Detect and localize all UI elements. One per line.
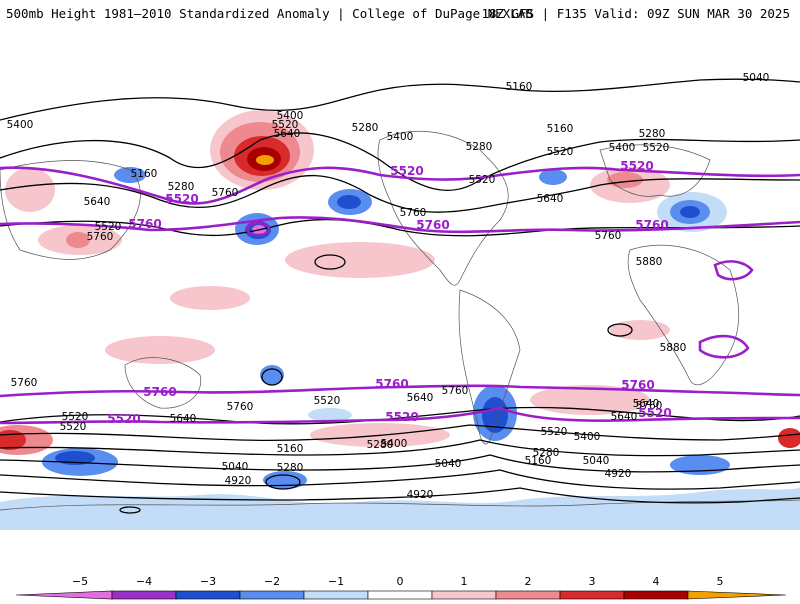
highlight-contour-label: 5520 bbox=[165, 192, 198, 206]
height-contour-label: 5520 bbox=[62, 411, 89, 423]
colorbar-tick-label: −3 bbox=[200, 575, 216, 588]
colorbar-tick-label: −4 bbox=[136, 575, 152, 588]
highlight-contour-label: 5760 bbox=[635, 218, 668, 232]
colorbar-segment bbox=[111, 590, 177, 600]
anomaly-colorbar: −5 −4 −3 −2 −1 0 1 2 3 4 5 bbox=[0, 570, 800, 600]
colorbar-tick-label: 2 bbox=[525, 575, 532, 588]
colorbar-canvas: −5 −4 −3 −2 −1 0 1 2 3 4 5 bbox=[15, 575, 787, 600]
highlight-contour-label: 5760 bbox=[143, 385, 176, 399]
height-contour-label: 5040 bbox=[743, 72, 770, 84]
height-contour-label: 5760 bbox=[595, 230, 622, 242]
colorbar-segment bbox=[431, 590, 497, 600]
height-contour-label: 5400 bbox=[609, 142, 636, 154]
highlight-contour-label: 5520 bbox=[620, 159, 653, 173]
height-contour-label: 5040 bbox=[435, 458, 462, 470]
colorbar-segment bbox=[367, 590, 433, 600]
highlight-contour-label: 5520 bbox=[107, 412, 140, 426]
colorbar-segment bbox=[15, 590, 113, 600]
colorbar-tick-label: −2 bbox=[264, 575, 280, 588]
colorbar-tick-label: −1 bbox=[328, 575, 344, 588]
highlight-contour-label: 5520 bbox=[390, 164, 423, 178]
height-contour-label: 5160 bbox=[277, 443, 304, 455]
highlight-contour-label: 5760 bbox=[128, 217, 161, 231]
height-contour-label: 5760 bbox=[227, 401, 254, 413]
height-contour-label: 5760 bbox=[212, 187, 239, 199]
height-contour-label: 5760 bbox=[87, 231, 114, 243]
colorbar-tick-label: −5 bbox=[72, 575, 88, 588]
weather-map: 5400 5160 5280 5640 5520 5760 5760 5400 5520 5640… bbox=[0, 30, 800, 556]
height-contour-label: 5520 bbox=[272, 119, 299, 131]
height-contour-label: 5520 bbox=[60, 421, 87, 433]
contour-labels: 5400516052805640552057605760540055205640… bbox=[7, 72, 770, 501]
height-contour-label: 5400 bbox=[387, 131, 414, 143]
height-contour-label: 5760 bbox=[11, 377, 38, 389]
valid-time-title: 18Z GFS | F135 Valid: 09Z SUN MAR 30 202… bbox=[481, 6, 790, 21]
map-canvas: 5400516052805640552057605760540055205640… bbox=[0, 30, 800, 556]
colorbar-segment bbox=[559, 590, 625, 600]
height-contour-label: 5400 bbox=[381, 438, 408, 450]
colorbar-segment bbox=[303, 590, 369, 600]
chart-title: 500mb Height 1981–2010 Standardized Anom… bbox=[6, 6, 533, 21]
height-contour-label: 5640 bbox=[170, 413, 197, 425]
height-contour-label: 5280 bbox=[168, 181, 195, 193]
height-contour-label: 5520 bbox=[314, 395, 341, 407]
height-contour-label: 5520 bbox=[541, 426, 568, 438]
height-contour-label: 5400 bbox=[7, 119, 34, 131]
height-contour-label: 5400 bbox=[277, 110, 304, 122]
highlight-contour-label: 5520 bbox=[385, 410, 418, 424]
height-contour-label: 5280 bbox=[352, 122, 379, 134]
height-contour-label: 5280 bbox=[277, 462, 304, 474]
colorbar-tick-label: 4 bbox=[653, 575, 660, 588]
height-contour-label: 4920 bbox=[225, 475, 252, 487]
highlight-labels: 5520576055205760552057605760576055205520… bbox=[107, 159, 671, 426]
height-contour-label: 4920 bbox=[407, 489, 434, 501]
height-contour-label: 5640 bbox=[537, 193, 564, 205]
height-contour-label: 5280 bbox=[533, 447, 560, 459]
highlight-contour-label: 5760 bbox=[375, 377, 408, 391]
height-contour-label: 5640 bbox=[274, 128, 301, 140]
height-contour-label: 5760 bbox=[442, 385, 469, 397]
header: 500mb Height 1981–2010 Standardized Anom… bbox=[0, 0, 800, 30]
highlight-contour-label: 5760 bbox=[621, 378, 654, 392]
colorbar-tick-label: 3 bbox=[589, 575, 596, 588]
colorbar-tick-label: 5 bbox=[717, 575, 724, 588]
height-contour-label: 5880 bbox=[636, 256, 663, 268]
colorbar-segment bbox=[239, 590, 305, 600]
height-contour-label: 4920 bbox=[605, 468, 632, 480]
height-contour-label: 5040 bbox=[222, 461, 249, 473]
highlight-contours bbox=[0, 166, 800, 425]
height-contour-label: 5280 bbox=[639, 128, 666, 140]
height-contour-label: 5280 bbox=[367, 439, 394, 451]
colorbar-tick-label: 0 bbox=[397, 575, 404, 588]
height-contour-label: 5160 bbox=[506, 81, 533, 93]
height-contour-label: 5400 bbox=[574, 431, 601, 443]
height-contours bbox=[0, 78, 800, 514]
height-contour-label: 5520 bbox=[469, 174, 496, 186]
colorbar-segment bbox=[495, 590, 561, 600]
height-contour-label: 5640 bbox=[84, 196, 111, 208]
height-contour-label: 5760 bbox=[636, 400, 663, 412]
height-contour-label: 5160 bbox=[547, 123, 574, 135]
height-contour-label: 5520 bbox=[547, 146, 574, 158]
coastlines bbox=[0, 130, 800, 511]
colorbar-segment bbox=[687, 590, 787, 600]
height-contour-label: 5040 bbox=[583, 455, 610, 467]
height-contour-label: 5520 bbox=[95, 221, 122, 233]
highlight-contour-label: 5520 bbox=[638, 406, 671, 420]
colorbar-tick-label: 1 bbox=[461, 575, 468, 588]
height-contour-label: 5520 bbox=[643, 142, 670, 154]
height-contour-label: 5280 bbox=[466, 141, 493, 153]
colorbar-segment bbox=[623, 590, 689, 600]
colorbar-segment bbox=[175, 590, 241, 600]
height-contour-label: 5640 bbox=[633, 398, 660, 410]
height-contour-label: 5760 bbox=[400, 207, 427, 219]
height-contour-label: 5640 bbox=[611, 411, 638, 423]
highlight-contour-label: 5760 bbox=[416, 218, 449, 232]
height-contour-label: 5160 bbox=[525, 455, 552, 467]
height-contour-label: 5160 bbox=[131, 168, 158, 180]
height-contour-label: 5640 bbox=[407, 392, 434, 404]
height-contour-label: 5880 bbox=[660, 342, 687, 354]
